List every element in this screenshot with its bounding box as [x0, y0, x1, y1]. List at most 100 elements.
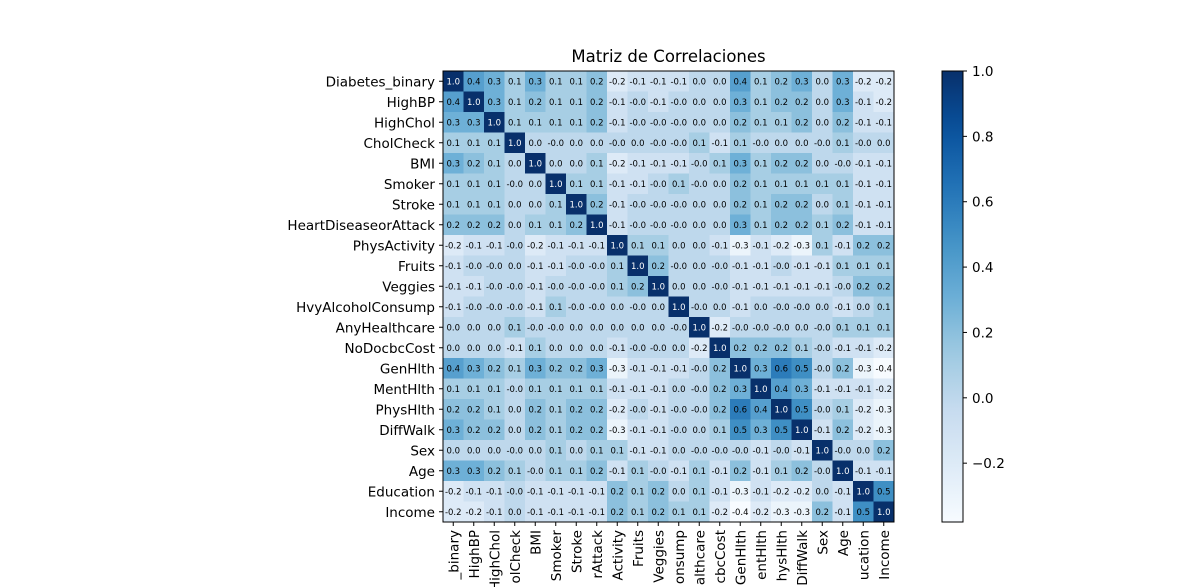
x-tick-label: Income	[877, 530, 893, 580]
heatmap-cell	[709, 337, 731, 359]
heatmap-cell	[709, 132, 731, 154]
heatmap-cell-value: 0.1	[528, 118, 542, 128]
heatmap-cell-value: -0.1	[855, 344, 872, 354]
heatmap-cell	[689, 317, 710, 338]
heatmap-cell	[791, 132, 813, 154]
heatmap-cell	[668, 419, 690, 441]
heatmap-cell	[812, 337, 833, 359]
heatmap-cell	[730, 460, 751, 482]
heatmap-cell-value: 0.4	[467, 77, 481, 87]
heatmap-cell	[812, 71, 833, 92]
x-tick-label: HighBP	[467, 530, 483, 578]
heatmap-cell-value: 1.0	[692, 323, 706, 333]
heatmap-cell-value: 0.1	[795, 180, 809, 190]
heatmap-cell	[709, 91, 731, 113]
heatmap-cell	[750, 132, 772, 154]
heatmap-cell-value: 0.1	[672, 508, 686, 518]
heatmap-cell	[443, 378, 464, 400]
heatmap-cell-value: 1.0	[877, 508, 891, 518]
heatmap-cell-value: 1.0	[528, 159, 542, 169]
heatmap-cell	[566, 214, 587, 236]
heatmap-cell	[607, 153, 628, 174]
heatmap-cell-value: -0.1	[445, 303, 462, 313]
x-tick-label: _binary	[446, 530, 462, 580]
heatmap-cell	[525, 255, 546, 277]
heatmap-cell-value: -0.1	[793, 282, 810, 292]
heatmap-cell-value: -0.0	[486, 282, 503, 292]
heatmap-cell-value: 0.0	[487, 344, 501, 354]
heatmap-cell-value: -0.0	[834, 446, 851, 456]
heatmap-cell-value: 0.1	[672, 180, 686, 190]
heatmap-cell	[812, 132, 833, 154]
heatmap-cell	[463, 440, 485, 461]
heatmap-cell	[443, 337, 464, 359]
heatmap-cell	[791, 173, 813, 195]
heatmap-cell	[484, 296, 505, 318]
heatmap-cell	[709, 173, 731, 195]
heatmap-cell-value: 0.1	[549, 426, 563, 436]
heatmap-cell	[504, 173, 526, 195]
y-tick-label: Sex	[410, 443, 435, 459]
heatmap-cell	[832, 399, 854, 420]
heatmap-cell-value: -0.1	[629, 180, 646, 190]
heatmap-cell	[812, 153, 833, 174]
heatmap-cell-value: 0.0	[569, 446, 583, 456]
heatmap-cell	[771, 337, 792, 359]
heatmap-cell	[750, 235, 772, 256]
heatmap-cell	[873, 112, 895, 133]
heatmap-cell	[853, 194, 874, 215]
heatmap-cell	[771, 317, 792, 338]
heatmap-cell-value: -0.0	[691, 364, 708, 374]
heatmap-cell	[873, 91, 895, 113]
heatmap-cell	[853, 501, 874, 523]
heatmap-cell-value: -0.1	[875, 200, 892, 210]
heatmap-cell-value: 0.6	[774, 364, 788, 374]
heatmap-cell-value: -0.3	[732, 487, 749, 497]
heatmap-cell-value: -0.2	[773, 487, 790, 497]
heatmap-cell-value: 0.0	[590, 323, 604, 333]
heatmap-cell-value: 0.1	[713, 159, 727, 169]
heatmap-cell	[443, 419, 464, 441]
y-tick-label: HeartDiseaseorAttack	[287, 218, 435, 234]
heatmap-cell	[853, 296, 874, 318]
heatmap-cell-value: 0.3	[733, 221, 747, 231]
colorbar-tick-label: 1.0	[972, 64, 993, 80]
heatmap-cell	[648, 399, 669, 420]
heatmap-cell	[750, 255, 772, 277]
heatmap-cell-value: 0.3	[836, 98, 850, 108]
heatmap-cell-value: 0.0	[487, 446, 501, 456]
heatmap-cell	[730, 132, 751, 154]
heatmap-cell-value: -0.1	[486, 487, 503, 497]
heatmap-cell	[689, 378, 710, 400]
heatmap-cell	[832, 501, 854, 523]
heatmap-cell-value: -0.0	[650, 467, 667, 477]
heatmap-cell-value: -0.2	[711, 508, 728, 518]
heatmap-cell-value: 0.2	[569, 364, 583, 374]
colorbar-tick-label: 0.6	[972, 195, 993, 211]
heatmap-cell-value: 0.2	[610, 487, 624, 497]
heatmap-cell	[484, 132, 505, 154]
heatmap-cell	[484, 399, 505, 420]
heatmap-cell	[812, 235, 833, 256]
heatmap-cell	[648, 501, 669, 523]
heatmap-cell	[566, 460, 587, 482]
y-tick-label: HighBP	[387, 95, 435, 111]
heatmap-cell-value: 0.1	[508, 98, 522, 108]
heatmap-cell	[607, 399, 628, 420]
heatmap-cell	[750, 481, 772, 502]
heatmap-cell-value: 0.0	[672, 282, 686, 292]
heatmap-cell	[484, 214, 505, 236]
heatmap-cell-value: -0.2	[609, 405, 626, 415]
heatmap-cell	[443, 399, 464, 420]
heatmap-cell	[566, 399, 587, 420]
heatmap-cell-value: 0.1	[487, 180, 501, 190]
heatmap-cell	[832, 481, 854, 502]
heatmap-cell-value: -0.3	[875, 405, 892, 415]
heatmap-cell-value: 0.0	[528, 200, 542, 210]
heatmap-cell	[627, 173, 649, 195]
heatmap-cell-value: 0.1	[467, 200, 481, 210]
y-tick-label: CholCheck	[363, 136, 435, 152]
heatmap-cell-value: 0.1	[692, 139, 706, 149]
heatmap-cell-value: 1.0	[467, 98, 481, 108]
